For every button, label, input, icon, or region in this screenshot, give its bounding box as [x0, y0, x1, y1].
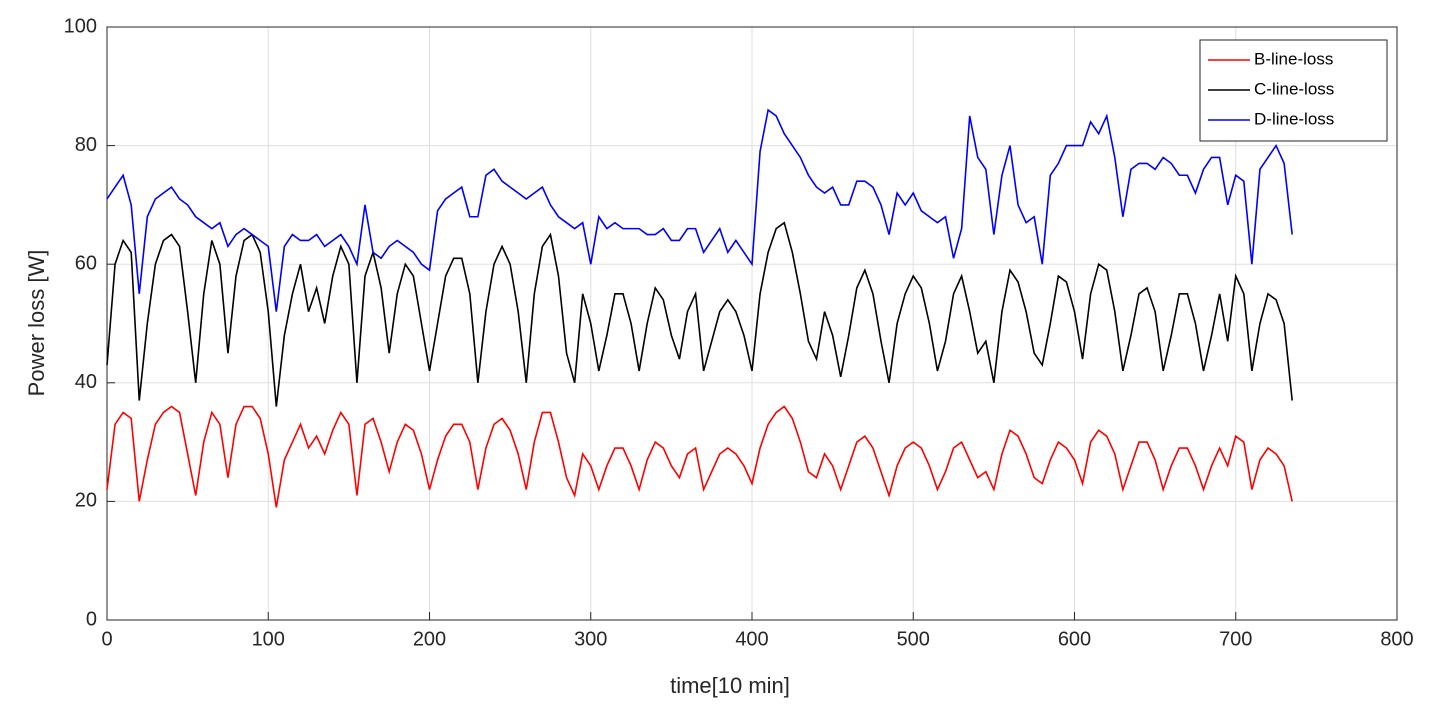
x-tick-label: 800 [1380, 628, 1413, 650]
y-tick-label: 80 [75, 134, 97, 156]
series-line [106, 221, 1293, 407]
series-line [106, 108, 1293, 312]
y-tick-label: 100 [64, 15, 97, 37]
x-tick-label: 0 [101, 628, 112, 650]
legend-label: B-line-loss [1254, 49, 1333, 68]
x-tick-label: 400 [735, 628, 768, 650]
y-tick-label: 20 [75, 490, 97, 512]
x-tick-label: 500 [897, 628, 930, 650]
legend-label: D-line-loss [1254, 109, 1334, 128]
y-tick-label: 0 [86, 608, 97, 630]
x-tick-label: 600 [1058, 628, 1091, 650]
y-tick-label: 60 [75, 252, 97, 274]
x-tick-label: 300 [574, 628, 607, 650]
legend-label: C-line-loss [1254, 79, 1334, 98]
x-tick-label: 700 [1219, 628, 1252, 650]
x-tick-label: 200 [413, 628, 446, 650]
y-axis-label: Power loss [W] [24, 250, 49, 397]
x-axis-label: time[10 min] [670, 673, 790, 698]
y-tick-label: 40 [75, 371, 97, 393]
x-tick-label: 100 [252, 628, 285, 650]
series-line [106, 405, 1293, 508]
plot-frame [106, 26, 1398, 621]
